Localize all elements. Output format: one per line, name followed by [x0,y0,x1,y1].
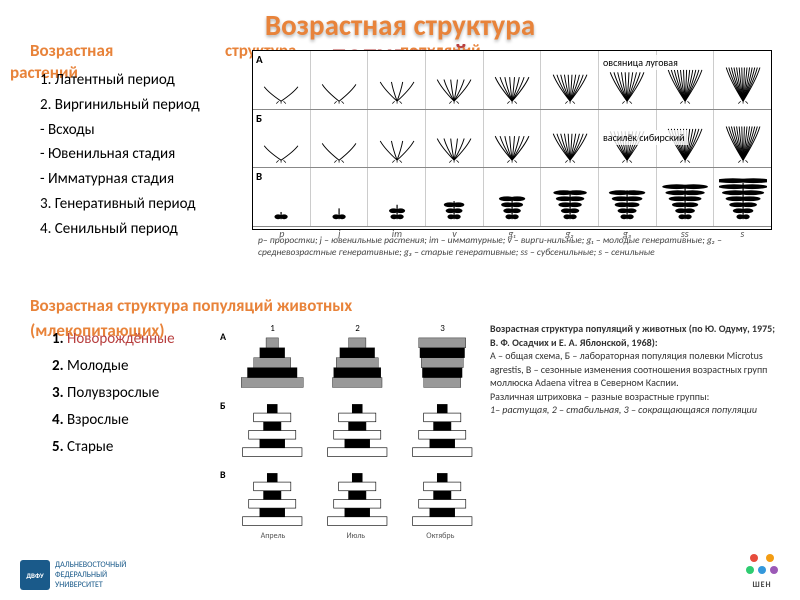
shen-logo-text: ШЕН [752,580,771,590]
shen-dot [746,566,754,574]
animal-stage-item: 5. Старые [52,434,175,461]
pyramid-row: 1А23 [230,325,485,394]
plant-period-item: - Всходы [40,118,200,143]
pyramid-row-label: Б [220,399,226,412]
plant-table-cell: Б [253,110,311,168]
plant-table-cell [657,168,715,226]
plant-table-row: А [253,51,771,110]
pyramid-cell [315,463,400,532]
animals-caption-bold: Возрастная структура популяций у животны… [490,322,775,349]
plant-table-cell [426,51,484,109]
pyramid-cell [400,463,485,532]
pyramid-cell: Б [230,394,315,463]
animals-caption-body: А – общая схема, Б – лабораторная популя… [490,349,767,403]
pyramid-month-label: Апрель [261,531,286,541]
plant-table-cell [426,168,484,226]
plant-table-cell [541,51,599,109]
pyramid-month-label: Октябрь [426,531,454,541]
plant-table-cell [599,168,657,226]
plant-periods-list: 1. Латентный период2. Виргинильный перио… [40,68,200,241]
plant-caption-vasilek: василёк сибирский [600,130,688,145]
plant-row-label: В [256,170,262,183]
shen-dot [750,554,758,562]
pyramid-col-label: 2 [315,323,400,334]
plant-period-item: - Ювенильная стадия [40,142,200,167]
dvfu-logo: ДВФУ ДАЛЬНЕВОСТОЧНЫЙФЕДЕРАЛЬНЫЙУНИВЕРСИТ… [20,560,126,590]
dvfu-logo-icon: ДВФУ [20,560,50,590]
plant-table-cell [484,51,542,109]
pyramid-row-label: В [220,468,226,481]
pyramid-cell [400,394,485,463]
shen-logo: ШЕН [744,552,780,590]
pyramid-col-label: 1 [230,323,315,334]
plant-caption-ovsyanitsa: овсяница луговая [600,55,681,70]
plant-table-cell [714,51,771,109]
pyramid-cell: 1А [230,325,315,394]
pyramid-month-labels: Апрель Июль Октябрь [230,531,485,541]
plant-period-item: 2. Виргинильный период [40,93,200,118]
animals-caption: Возрастная структура популяций у животны… [490,322,780,417]
shen-dot [766,554,774,562]
pyramid-cell [315,394,400,463]
plant-table-cell [311,51,369,109]
plant-stages-table: АБВpjimvg₁g₂g₃sss [252,50,772,230]
plant-period-item: 3. Генеративный период [40,192,200,217]
animal-stages-list: 1. Новорождённые2. Молодые3. Полувзрослы… [52,326,175,461]
plant-table-row: В [253,168,771,227]
plant-table-cell [484,110,542,168]
plant-period-item: - Имматурная стадия [40,167,200,192]
plant-period-item: 1. Латентный период [40,68,200,93]
plant-row-label: А [256,53,263,66]
pyramid-cell: 2 [315,325,400,394]
pyramid-cell: В [230,463,315,532]
shen-dot [770,566,778,574]
animal-stage-item: 1. Новорождённые [52,326,175,353]
pyramid-row-label: А [220,330,226,343]
plant-table-cell [368,168,426,226]
plant-table-cell [541,168,599,226]
plant-table-cell [368,51,426,109]
plant-table-cell [714,168,771,226]
shen-logo-icon [744,552,780,580]
pyramid-row: Б [230,394,485,463]
plant-table-cell [541,110,599,168]
dvfu-logo-text: ДАЛЬНЕВОСТОЧНЫЙФЕДЕРАЛЬНЫЙУНИВЕРСИТЕТ [55,560,126,590]
plant-table-cell [714,110,771,168]
plant-table-cell: А [253,51,311,109]
animal-stage-item: 4. Взрослые [52,407,175,434]
plant-period-item: 4. Сенильный период [40,217,200,242]
animal-stage-item: 3. Полувзрослые [52,380,175,407]
plants-subtitle-w1: Возрастная [30,40,113,61]
shen-dot [758,566,766,574]
pyramid-col-label: 3 [400,323,485,334]
animal-stage-item: 2. Молодые [52,353,175,380]
pyramid-cell: 3 [400,325,485,394]
plant-table-cell [484,168,542,226]
pyramid-row: В [230,463,485,532]
animals-caption-italic: 1– растущая, 2 – стабильная, 3 – сокраща… [490,403,757,416]
plant-table-cell: В [253,168,311,226]
animals-heading-line1: Возрастная структура популяций животных [30,295,352,316]
plant-table-cell [311,110,369,168]
plant-legend: p– проростки; j – ювенильные растения; i… [258,234,778,259]
plant-row-label: Б [256,112,262,125]
plant-table-cell [426,110,484,168]
plant-table-row: Б [253,110,771,169]
plant-table-cell [311,168,369,226]
population-pyramids: 1А23БВАпрельИюльОктябрь [230,325,485,540]
pyramid-month-label: Июль [346,531,365,541]
plant-table-cell [368,110,426,168]
